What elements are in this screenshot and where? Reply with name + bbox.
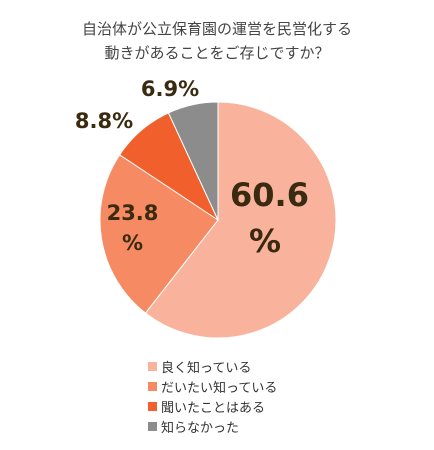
legend-swatch	[148, 382, 157, 391]
legend-swatch	[148, 402, 157, 411]
legend-label: 良く知っている	[161, 361, 252, 376]
data-label: 23.8 %	[106, 201, 159, 256]
chart-title: 動きがあることをご存じですか？	[104, 44, 330, 62]
legend-item: 良く知っている	[148, 357, 251, 376]
legend-item: 聞いたことはある	[148, 397, 265, 416]
data-label: 6.9%	[140, 77, 200, 101]
pie-slice	[99, 154, 219, 314]
legend-item: だいたい知っている	[148, 377, 277, 396]
data-label: 60.6 %	[230, 176, 309, 261]
chart-title: 自治体が公立保育園の運営を民営化する	[81, 20, 352, 38]
pie-slice	[144, 101, 337, 339]
legend-swatch	[148, 362, 157, 371]
legend-item: 知らなかった	[148, 417, 239, 436]
pie-slice	[167, 101, 219, 221]
legend-label: 聞いたことはある	[161, 401, 266, 416]
legend-label: 知らなかった	[161, 421, 240, 436]
data-label: 8.8%	[74, 109, 134, 133]
legend-swatch	[148, 422, 157, 431]
legend-label: だいたい知っている	[161, 381, 278, 396]
